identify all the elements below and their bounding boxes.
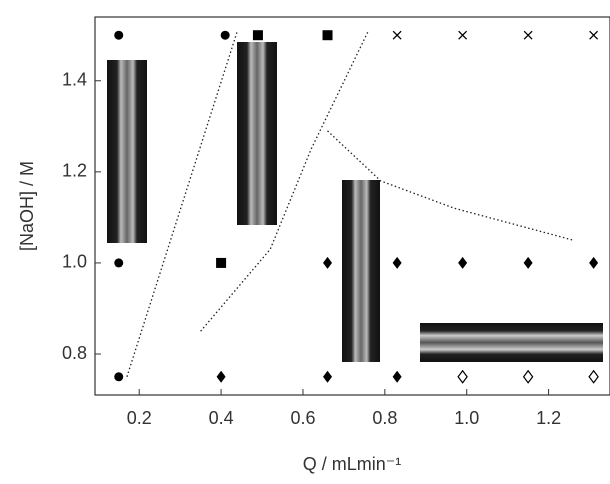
inset-images (107, 42, 603, 362)
x-tick-label: 1.2 (536, 408, 561, 428)
inset-image (107, 60, 147, 243)
inset-image (420, 323, 603, 362)
x-tick-label: 0.8 (372, 408, 397, 428)
x-tick-label: 0.2 (127, 408, 152, 428)
phase-boundary (327, 130, 574, 241)
point (458, 256, 468, 269)
point (114, 258, 124, 268)
x-tick-label: 1.0 (454, 408, 479, 428)
point (323, 256, 333, 269)
point (323, 370, 333, 383)
point (522, 369, 534, 384)
x-tick-label: 0.6 (290, 408, 315, 428)
point (220, 30, 230, 40)
plot-frame (94, 16, 610, 396)
point (392, 256, 402, 269)
point (457, 369, 468, 384)
point (322, 30, 333, 41)
inset-image (342, 180, 380, 362)
point (588, 369, 599, 384)
inset-image (237, 42, 277, 225)
point (392, 30, 402, 40)
point (523, 256, 533, 269)
point (252, 30, 263, 41)
point (523, 30, 533, 40)
x-tick-label: 0.4 (209, 408, 234, 428)
point (114, 372, 124, 382)
y-tick-label: 1.4 (62, 70, 87, 90)
point (589, 256, 599, 269)
point (114, 30, 124, 40)
phase-boundary (126, 30, 239, 377)
y-tick-label: 1.0 (62, 252, 87, 272)
point (216, 370, 226, 383)
point (458, 30, 468, 40)
x-axis-label: Q / mLmin⁻¹ (303, 454, 402, 474)
y-tick-label: 1.2 (62, 161, 87, 181)
point (392, 370, 402, 383)
point (589, 30, 599, 40)
point (216, 257, 227, 268)
y-axis-label: [NaOH] / M (17, 161, 37, 251)
y-tick-label: 0.8 (62, 343, 87, 363)
